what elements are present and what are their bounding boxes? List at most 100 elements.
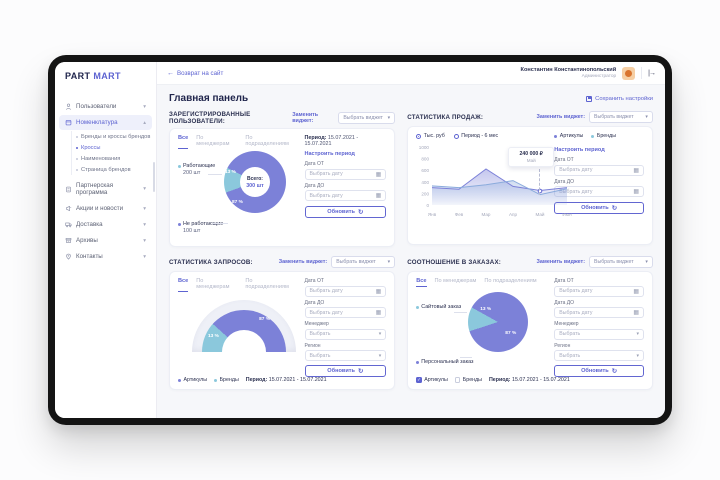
admin-app: PART MART Пользователи ▾ Номенклатура ▴ … — [55, 62, 665, 418]
legend-dot — [178, 378, 181, 382]
brands-checkbox[interactable]: Бренды — [454, 377, 482, 383]
date-from-input[interactable]: Выбрать дату ▦ — [554, 285, 644, 297]
requests-tabs: Все По менеджерам По подразделениям — [178, 278, 297, 292]
sidebar-item-delivery[interactable]: Доставка ▾ — [59, 217, 152, 232]
sales-legend: Артикулы Бренды — [554, 133, 644, 139]
widget-select[interactable]: Выбрать виджет ▾ — [331, 256, 396, 268]
orders-chart-zone: Все По менеджерам По подразделениям 13 %… — [416, 278, 570, 383]
widget-panel: Все По менеджерам По подразделениям Всег… — [169, 128, 396, 247]
avatar[interactable] — [622, 66, 636, 80]
date-from-input[interactable]: Выбрать дату ▦ — [554, 164, 644, 176]
refresh-button[interactable]: Обновить ↻ — [304, 206, 387, 218]
tab-by-managers[interactable]: По менеджерам — [196, 278, 230, 290]
manager-label: Менеджер — [304, 321, 329, 327]
segment-pct-small: 13 % — [480, 307, 492, 312]
widget-sales-statistics: СТАТИСТИКА ПРОДАЖ: Заменить виджет: Выбр… — [407, 111, 653, 247]
sidebar-item-nomenclature[interactable]: Номенклатура ▴ — [59, 115, 152, 130]
date-to-input[interactable]: Выбрать дату ▦ — [304, 190, 387, 201]
requests-gauge-chart: 13 % 87 % — [192, 300, 296, 352]
refresh-icon: ↻ — [611, 368, 618, 375]
replace-widget-link[interactable]: Заменить виджет: — [536, 114, 585, 120]
date-from-label: Дата ОТ — [304, 161, 324, 167]
calendar-icon: ▦ — [375, 288, 382, 295]
period-toggle-label: Период - 6 мес — [461, 133, 499, 139]
tab-all[interactable]: Все — [178, 135, 189, 149]
sidebar-item-label: Пользователи — [76, 103, 117, 110]
chevron-down-icon: ▾ — [143, 103, 146, 110]
title-row: Главная панель Сохранить настройки — [169, 93, 653, 104]
tab-by-managers[interactable]: По менеджерам — [434, 278, 477, 284]
configure-period-link[interactable]: Настроить период — [554, 147, 605, 153]
sidebar-item-archives[interactable]: Архивы ▾ — [59, 233, 152, 248]
manager-select[interactable]: Выбрать ▾ — [554, 328, 644, 340]
page-title: Главная панель — [169, 93, 249, 104]
chevron-down-icon: ▾ — [143, 186, 146, 192]
legend-label: Персональный заказ — [421, 359, 474, 365]
chevron-down-icon: ▾ — [143, 205, 146, 212]
refresh-icon: ↻ — [357, 368, 364, 375]
period-label: Период: — [304, 135, 327, 141]
back-link-label: Возврат на сайт — [177, 69, 224, 77]
configure-period-link[interactable]: Настроить период — [304, 151, 355, 157]
select-placeholder: Выбрать — [309, 331, 331, 337]
chevron-down-icon: ▾ — [387, 259, 391, 265]
submenu-item-brand-page[interactable]: Страница брендов — [72, 164, 156, 175]
logo-part: PART — [65, 71, 91, 81]
date-to-input[interactable]: Выбрать дату ▦ — [554, 307, 644, 318]
tab-all[interactable]: Все — [178, 278, 189, 292]
widget-select[interactable]: Выбрать виджет ▾ — [589, 111, 653, 123]
segment-pct-small: 13 % — [208, 334, 219, 339]
replace-widget-link[interactable]: Заменить виджет: — [292, 112, 319, 124]
save-settings-button[interactable]: Сохранить настройки — [586, 95, 653, 102]
tab-all[interactable]: Все — [416, 278, 427, 287]
tab-by-departments[interactable]: По подразделениям — [484, 278, 537, 284]
legend-dot — [178, 164, 181, 168]
period-radio[interactable]: Период - 6 мес — [453, 133, 499, 139]
chevron-down-icon: ▾ — [645, 114, 648, 120]
manager-select[interactable]: Выбрать ▾ — [304, 328, 387, 340]
refresh-button[interactable]: Обновить ↻ — [304, 365, 387, 377]
date-from-input[interactable]: Выбрать дату ▦ — [304, 285, 387, 297]
articles-checkbox[interactable]: ✓ Артикулы — [416, 377, 448, 383]
submenu-item-brands-crosses[interactable]: Бренды и кроссы брендов — [72, 131, 156, 142]
replace-widget-link[interactable]: Заменить виджет: — [536, 259, 585, 265]
back-to-site-link[interactable]: ← Возврат на сайт — [167, 70, 223, 77]
period-label: Период: — [245, 377, 268, 383]
orders-tabs: Все По менеджерам По подразделениям — [416, 278, 546, 287]
divider — [641, 67, 643, 79]
legend-dot — [554, 134, 558, 138]
logo[interactable]: PART MART — [55, 62, 156, 91]
refresh-button[interactable]: Обновить ↻ — [554, 365, 644, 377]
sidebar-item-partner-program[interactable]: Партнерская программа ▾ — [59, 178, 152, 200]
sidebar-item-news[interactable]: Акции и новости ▾ — [59, 201, 152, 216]
legend-dot — [416, 305, 420, 309]
tab-by-departments[interactable]: По подразделениям — [245, 278, 289, 290]
period-text: Период: 15.07.2021 - 15.07.2021 — [246, 377, 327, 383]
widget-select-value: Выбрать виджет — [343, 115, 383, 121]
bullet-icon — [76, 157, 78, 160]
sidebar-item-users[interactable]: Пользователи ▾ — [59, 99, 152, 114]
submenu-item-names[interactable]: Наименования — [72, 153, 156, 164]
tab-by-managers[interactable]: По менеджерам — [196, 135, 230, 147]
segment-pct-small: 13 % — [225, 170, 236, 175]
sidebar-scrollbar[interactable] — [153, 162, 155, 192]
tab-by-departments[interactable]: По подразделениям — [245, 135, 289, 147]
unit-radio[interactable]: Тыс. руб — [416, 133, 445, 139]
date-to-input[interactable]: Выбрать дату ▦ — [304, 307, 387, 318]
date-from-input[interactable]: Выбрать дату ▦ — [304, 168, 387, 180]
logout-icon[interactable]: |→ — [648, 69, 656, 77]
sidebar-item-contacts[interactable]: Контакты ▾ — [59, 249, 152, 264]
chevron-down-icon: ▾ — [143, 237, 146, 244]
region-select[interactable]: Выбрать ▾ — [554, 350, 644, 361]
widget-header: СООТНОШЕНИЕ В ЗАКАЗАХ: Заменить виджет: … — [407, 256, 653, 268]
period-value: 15.07.2021 - 15.07.2021 — [512, 377, 570, 383]
sales-toggles: Тыс. руб Период - 6 мес — [416, 133, 546, 139]
widget-select[interactable]: Выбрать виджет ▾ — [589, 256, 653, 268]
sales-controls: Артикулы Бренды Настроить период Дата ОТ… — [554, 133, 644, 238]
region-select[interactable]: Выбрать ▾ — [304, 350, 387, 361]
refresh-button[interactable]: Обновить ↻ — [554, 202, 644, 214]
submenu-item-crosses[interactable]: Кроссы — [72, 142, 156, 153]
widget-select[interactable]: Выбрать виджет ▾ — [338, 112, 396, 124]
replace-widget-link[interactable]: Заменить виджет: — [278, 259, 328, 265]
calendar-icon: ▦ — [375, 171, 382, 178]
